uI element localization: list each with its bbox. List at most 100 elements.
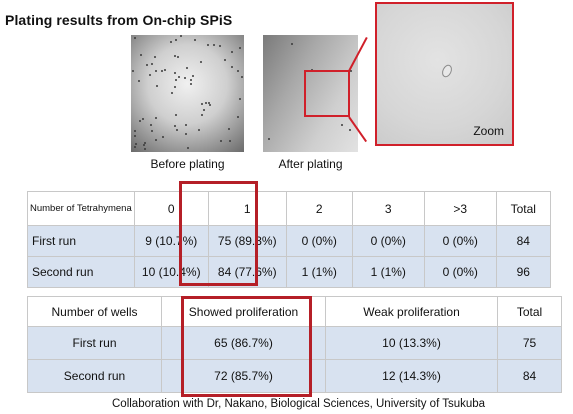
speckle: [176, 129, 178, 131]
table2-cell: 72 (85.7%): [161, 359, 326, 393]
table2-header-cell: Total: [497, 296, 562, 327]
speckle: [203, 109, 205, 111]
speckle: [350, 70, 352, 72]
speckle: [239, 47, 241, 49]
speckle: [231, 51, 233, 53]
speckle: [174, 55, 176, 57]
table1-highlight-frame: [179, 181, 258, 286]
table2-row-label: First run: [27, 326, 162, 360]
speckle: [134, 135, 136, 137]
speckle: [228, 128, 230, 130]
zoom-region-highlight: [304, 70, 350, 117]
table1-header-cell: >3: [423, 191, 497, 226]
speckle: [146, 64, 148, 66]
before-plating-caption: Before plating: [150, 157, 225, 171]
speckle: [187, 147, 189, 149]
table1-cell: 10 (10.4%): [133, 256, 209, 288]
speckle: [154, 56, 156, 58]
table1-cell: 1 (1%): [351, 256, 425, 288]
table1-cell: 96: [495, 256, 551, 288]
table-row: Second run 72 (85.7%) 12 (14.3%) 84: [27, 359, 562, 393]
table1-header-cell: 1: [207, 191, 287, 226]
speckle: [174, 72, 176, 74]
speckle: [132, 70, 134, 72]
table1-cell: 0 (0%): [285, 225, 353, 257]
speckle: [138, 80, 140, 82]
table2-highlight-frame: [181, 296, 312, 397]
speckle: [194, 39, 196, 41]
speckle: [201, 103, 203, 105]
speckle: [213, 44, 215, 46]
speckle: [200, 61, 202, 63]
table1-header-cell: 2: [285, 191, 353, 226]
speckle: [175, 79, 177, 81]
speckle: [185, 124, 187, 126]
speckle: [186, 67, 188, 69]
speckle: [237, 116, 239, 118]
speckle: [150, 124, 152, 126]
zoom-label: Zoom: [473, 124, 504, 138]
table1-header-cell: 0: [133, 191, 209, 226]
table2-cell: 84: [497, 359, 562, 393]
speckle: [155, 70, 157, 72]
speckle: [174, 86, 176, 88]
speckle: [142, 118, 144, 120]
speckle: [135, 143, 137, 145]
speckle: [162, 136, 164, 138]
speckle: [175, 114, 177, 116]
after-plating-caption: After plating: [278, 157, 343, 171]
table2-header-cell: Showed proliferation: [161, 296, 326, 327]
speckle: [241, 76, 243, 78]
speckle: [185, 133, 187, 135]
speckle: [220, 140, 222, 142]
speckle: [144, 142, 146, 144]
speckle: [231, 66, 233, 68]
table1-header-row: Number of Tetrahymena 0 1 2 3 >3 Total: [27, 191, 551, 226]
tetrahymena-cell-icon: [442, 64, 452, 78]
speckle: [239, 98, 241, 100]
table1-header-cell: Total: [495, 191, 551, 226]
speckle: [178, 76, 180, 78]
speckle: [156, 85, 158, 87]
speckle: [134, 130, 136, 132]
table1-cell: 0 (0%): [423, 225, 497, 257]
speckle: [209, 104, 211, 106]
table2-header-cell: Number of wells: [27, 296, 162, 327]
zoom-micrograph: Zoom: [375, 2, 514, 146]
speckle: [229, 140, 231, 142]
tetrahymena-count-table: Number of Tetrahymena 0 1 2 3 >3 Total F…: [27, 191, 551, 288]
speckle: [190, 83, 192, 85]
table1-header-cell: 3: [351, 191, 425, 226]
speckle: [164, 69, 166, 71]
speckle: [151, 130, 153, 132]
table2-header-row: Number of wells Showed proliferation Wea…: [27, 296, 562, 327]
speckle: [139, 120, 141, 122]
speckle: [190, 79, 192, 81]
speckle: [134, 146, 136, 148]
speckle: [180, 35, 182, 37]
speckle: [175, 39, 177, 41]
speckle: [171, 92, 173, 94]
speckle: [134, 37, 136, 39]
speckle: [224, 59, 226, 61]
table2-cell: 10 (13.3%): [325, 326, 498, 360]
speckle: [291, 43, 293, 45]
speckle: [349, 129, 351, 131]
speckle: [144, 148, 146, 150]
speckle: [208, 102, 210, 104]
speckle: [174, 125, 176, 127]
collaboration-footer: Collaboration with Dr, Nakano, Biologica…: [112, 398, 486, 410]
before-plating-micrograph: [131, 35, 244, 152]
speckle: [155, 139, 157, 141]
table2-cell: 65 (86.7%): [161, 326, 326, 360]
table2-header-cell: Weak proliferation: [325, 296, 498, 327]
speckle: [143, 144, 145, 146]
table1-row-label: First run: [27, 225, 135, 257]
speckle: [177, 56, 179, 58]
table1-cell: 0 (0%): [423, 256, 497, 288]
table-row: Second run 10 (10.4%) 84 (77.6%) 1 (1%) …: [27, 256, 551, 288]
speckle: [268, 138, 270, 140]
speckle: [184, 77, 186, 79]
table1-cell: 84 (77.6%): [207, 256, 287, 288]
page-title: Plating results from On-chip SPiS: [5, 12, 233, 28]
